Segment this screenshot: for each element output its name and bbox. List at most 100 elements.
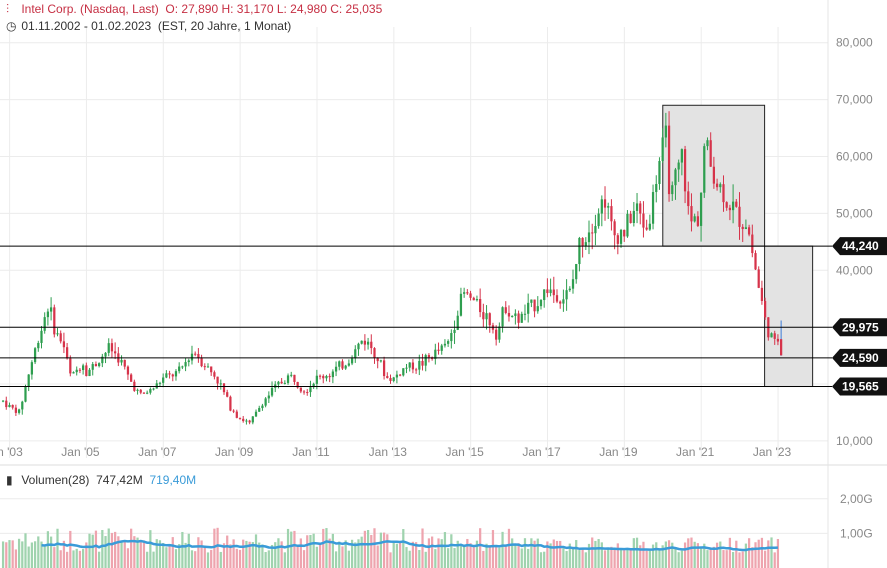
candle-body (511, 315, 514, 317)
candle-body (270, 387, 274, 396)
candle-body (456, 315, 459, 330)
volume-bar (398, 542, 402, 568)
candle-body (142, 392, 146, 394)
volume-bar (75, 548, 78, 568)
candle-body (238, 417, 242, 419)
volume-bar (527, 548, 530, 568)
candle-body (687, 191, 690, 207)
volume-bar (27, 546, 30, 568)
volume-bar (677, 552, 680, 568)
candle-body (495, 329, 498, 340)
volume-bar (168, 545, 171, 568)
volume-bar (424, 551, 427, 568)
candle-body (184, 362, 187, 367)
volume-bar (8, 540, 11, 568)
candle-body (648, 223, 651, 230)
candle-body (728, 207, 732, 211)
candle-body (703, 146, 706, 193)
price-tick-label: 50,000 (836, 206, 873, 220)
candle-body (699, 192, 703, 226)
volume-bar (254, 534, 258, 568)
volume-bar (507, 528, 511, 568)
candle-body (757, 269, 760, 288)
volume-bar (280, 541, 283, 568)
candle-body (565, 290, 568, 300)
volume-bar (98, 551, 101, 568)
candle-body (370, 341, 373, 349)
candle-body (139, 389, 142, 393)
candle-body (24, 386, 27, 402)
volume-bar (530, 538, 533, 568)
candle-body (466, 292, 469, 294)
candle-body (434, 349, 437, 359)
candle-body (530, 299, 533, 303)
volume-bar (414, 542, 418, 568)
candle-body (421, 360, 424, 366)
volume-bar (120, 541, 123, 568)
volume-bar (53, 547, 56, 568)
volume-bar (149, 530, 152, 568)
x-tick-label: Jan '15 (446, 445, 485, 459)
volume-bar (11, 540, 14, 568)
volume-bar (65, 551, 69, 568)
volume-bar (728, 537, 732, 568)
volume-tick-label: 2,00G (840, 492, 873, 506)
candle-body (507, 312, 511, 317)
volume-bar (33, 541, 37, 568)
volume-bar (411, 541, 415, 568)
volume-bar (379, 532, 383, 568)
volume-bar (354, 542, 357, 568)
candle-body (296, 381, 299, 388)
candle-body (607, 206, 610, 208)
candle-body (395, 374, 399, 378)
volume-bar (286, 528, 290, 568)
volume-bar (735, 540, 738, 568)
candle-body (210, 366, 213, 373)
chart-type-icon[interactable]: ⫶ (6, 2, 10, 16)
candle-body (751, 234, 754, 254)
volume-bar (587, 543, 591, 568)
candle-body (485, 313, 488, 320)
candle-body (747, 227, 751, 235)
volume-bar (306, 535, 309, 568)
candle-body (72, 372, 75, 374)
chart-settings: (EST, 20 Jahre, 1 Monat) (157, 19, 292, 33)
volume-bar (366, 529, 370, 568)
candle-body (354, 349, 357, 359)
last-candle-body (780, 339, 783, 356)
clock-icon: ◷ (6, 19, 17, 33)
candle-body (696, 216, 699, 226)
candle-body (651, 192, 655, 224)
volume-bar (88, 533, 91, 568)
volume-header: ▮ Volumen(28) 747,42M 719,40M (6, 473, 196, 487)
volume-bar (565, 551, 568, 568)
candle-body (136, 389, 139, 391)
volume-bar (626, 550, 629, 568)
candle-body (379, 360, 383, 362)
volume-bar (158, 540, 162, 568)
volume-bar (344, 540, 347, 568)
volume-bar (357, 539, 360, 568)
volume-bar (40, 541, 43, 568)
volume-bar (581, 548, 584, 568)
candle-body (594, 226, 597, 234)
volume-bar (520, 548, 523, 568)
level-label: 19,565 (842, 380, 879, 394)
volume-bar (706, 550, 709, 568)
volume-bar (539, 552, 543, 568)
candle-body (546, 289, 549, 294)
volume-bar (655, 542, 658, 568)
volume-bar (296, 545, 299, 568)
volume-bar (482, 550, 485, 568)
date-range: 01.11.2002 - 01.02.2023 (21, 19, 152, 33)
candle-body (549, 289, 552, 294)
volume-bar (210, 549, 213, 568)
candle-body (341, 361, 344, 369)
volume-bar (623, 550, 626, 568)
volume-bar (178, 544, 181, 568)
volume-bar (667, 540, 671, 568)
candle-body (8, 404, 11, 408)
volume-bar (290, 531, 293, 568)
volume-bar (171, 537, 174, 568)
